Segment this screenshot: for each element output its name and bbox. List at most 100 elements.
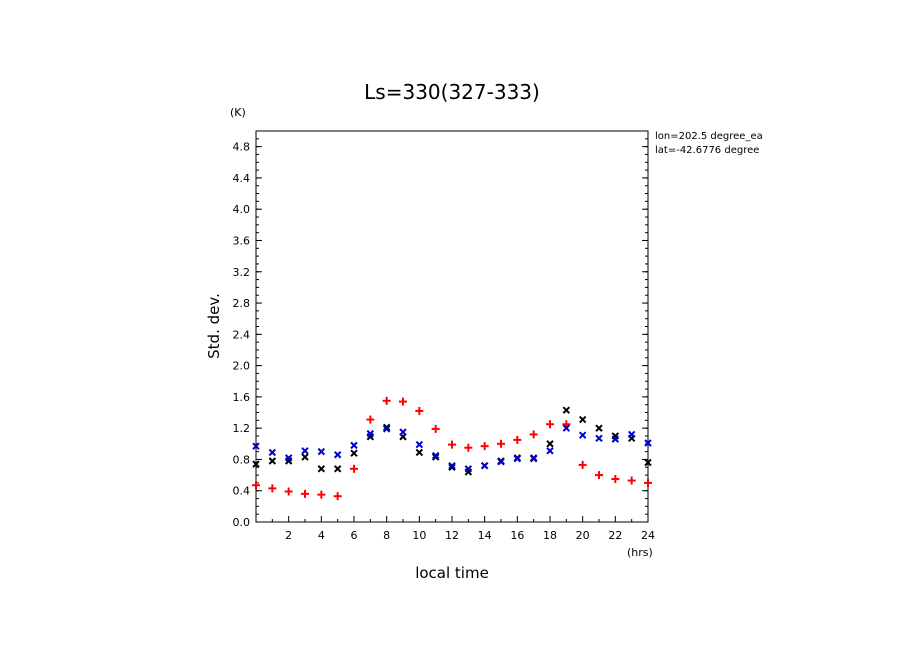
data-point-series-1 [415,448,424,457]
x-tick-label: 24 [641,529,655,542]
data-point-series-0 [350,464,358,473]
y-axis-label: Std. dev. [205,293,223,359]
x-tick-label: 6 [351,529,358,542]
data-point-series-2 [497,458,505,466]
data-point-series-0 [284,487,293,496]
y-tick-label: 0.4 [233,485,251,498]
data-point-series-2 [366,429,375,438]
data-point-series-0 [529,430,538,439]
data-point-series-2 [268,448,277,457]
data-point-series-0 [366,415,375,424]
annotation-lat: lat=-42.6776 degree [655,145,759,156]
data-marks [252,396,652,501]
y-tick-label: 4.8 [233,141,251,154]
y-tick-label: 0.0 [233,516,251,529]
data-point-series-0 [431,424,440,433]
data-point-series-1 [431,453,440,461]
x-unit-label: (hrs) [627,546,653,559]
data-point-series-1 [350,449,358,457]
data-point-series-0 [595,471,603,480]
data-point-series-2 [562,424,571,432]
data-point-series-2 [431,451,440,460]
y-tick-label: 1.6 [233,391,251,404]
data-point-series-0 [627,476,636,485]
data-point-series-2 [595,434,603,443]
y-tick-label: 2.8 [233,297,251,310]
x-tick-label: 10 [412,529,426,542]
data-point-series-2 [301,447,309,455]
data-point-series-0 [578,460,587,469]
data-point-series-0 [546,420,554,429]
data-point-series-2 [513,454,522,463]
data-point-series-0 [333,492,342,501]
data-point-series-0 [644,478,652,487]
data-point-series-2 [627,430,636,439]
x-tick-label: 12 [445,529,459,542]
data-point-series-1 [644,458,652,467]
chart-title: Ls=330(327-333) [364,80,540,104]
data-point-series-1 [252,460,260,468]
data-point-series-0 [317,490,326,499]
x-tick-label: 20 [576,529,590,542]
data-point-series-0 [268,484,277,493]
data-point-series-0 [415,406,424,415]
y-tick-label: 2.4 [233,328,251,341]
data-point-series-2 [415,440,424,449]
x-tick-label: 2 [285,529,292,542]
data-point-series-0 [382,396,391,405]
data-point-series-2 [448,461,456,470]
data-point-series-2 [399,428,407,436]
data-point-series-0 [513,435,522,444]
y-tick-label: 3.2 [233,266,251,279]
data-point-series-0 [448,440,456,449]
data-point-series-1 [578,415,587,424]
x-tick-label: 14 [478,529,492,542]
data-point-series-2 [480,461,489,470]
y-tick-label: 3.6 [233,234,251,247]
data-point-series-0 [497,439,505,448]
x-axis-label: local time [415,564,489,582]
data-point-series-2 [252,442,260,450]
y-unit-label: (K) [230,106,246,119]
x-tick-label: 22 [608,529,622,542]
data-point-series-1 [546,440,554,448]
data-point-series-2 [382,425,391,433]
data-point-series-2 [464,465,473,473]
x-tick-label: 4 [318,529,325,542]
y-tick-label: 4.0 [233,203,251,216]
data-point-series-1 [562,406,571,414]
data-point-series-2 [546,447,554,455]
data-point-series-2 [333,451,342,459]
data-point-series-0 [399,397,407,406]
data-point-series-1 [317,465,326,473]
data-point-series-0 [464,443,473,452]
x-tick-label: 18 [543,529,557,542]
data-point-series-0 [611,474,620,483]
data-point-series-2 [317,447,326,456]
data-point-series-0 [480,442,489,451]
data-point-series-2 [529,454,538,462]
y-tick-label: 1.2 [233,422,251,435]
data-point-series-1 [301,453,309,461]
data-point-series-2 [644,439,652,447]
data-point-series-2 [611,435,620,443]
data-point-series-1 [268,457,277,465]
data-point-series-1 [333,465,342,473]
data-point-series-0 [301,489,309,498]
x-tick-label: 8 [383,529,390,542]
data-point-series-1 [595,424,603,432]
data-point-series-0 [252,481,260,490]
axis-ticks: 0.0 0.4 0.8 1.2 1.6 2.0 2.4 2.8 3.2 3.6 4.0 4.4 4.8 2… [233,130,655,542]
y-tick-label: 4.4 [233,172,251,185]
data-point-series-1 [382,423,391,432]
data-point-series-2 [284,454,293,462]
data-point-series-2 [578,431,587,439]
annotation-lon: lon=202.5 degree_ea [655,131,763,142]
plot-frame [255,130,649,523]
data-point-series-2 [350,441,358,450]
data-point-series-1 [448,463,456,471]
y-tick-label: 0.8 [233,453,251,466]
y-tick-label: 2.0 [233,360,251,373]
x-tick-label: 16 [510,529,524,542]
